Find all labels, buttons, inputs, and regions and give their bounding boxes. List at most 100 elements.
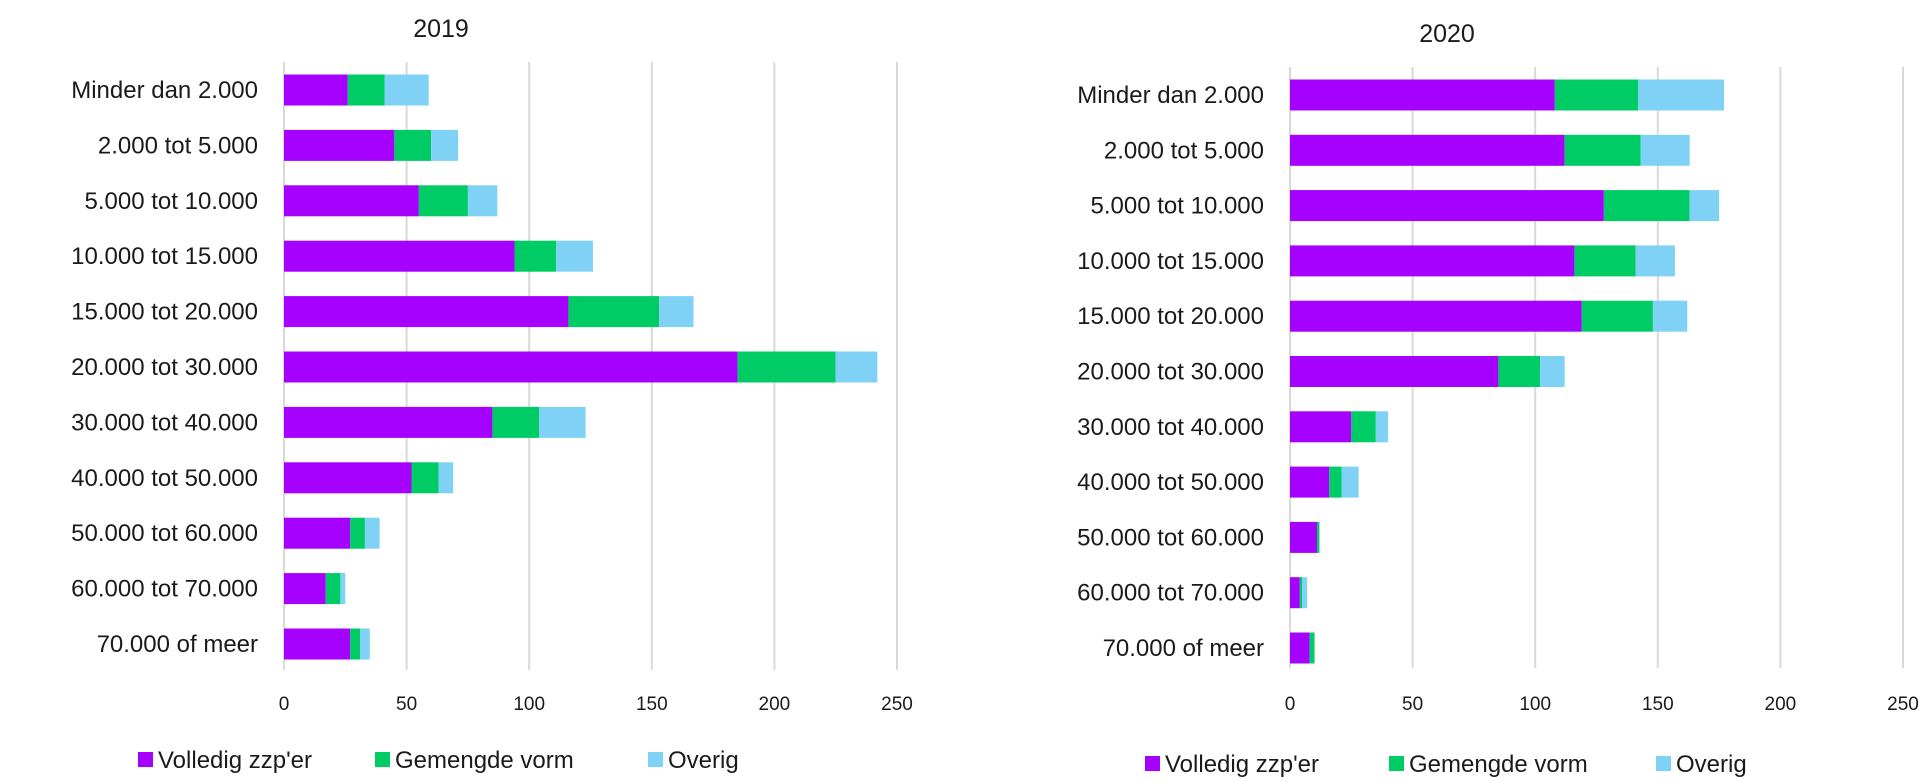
bar-volledig-zzp-er bbox=[284, 240, 515, 272]
bar-gemengde-vorm bbox=[514, 240, 557, 272]
bar-volledig-zzp-er bbox=[284, 628, 351, 660]
bar-gemengde-vorm bbox=[1351, 411, 1376, 443]
x-tick-label: 0 bbox=[1285, 694, 1296, 715]
bar-volledig-zzp-er bbox=[1290, 190, 1604, 222]
bar-overig bbox=[1638, 79, 1725, 111]
x-tick-label: 150 bbox=[636, 694, 668, 715]
bar-overig bbox=[659, 296, 694, 328]
bar-volledig-zzp-er bbox=[1290, 134, 1565, 166]
x-tick-label: 250 bbox=[1887, 694, 1919, 715]
legend-swatch-overig bbox=[1656, 756, 1671, 771]
category-label: 20.000 tot 30.000 bbox=[1077, 359, 1264, 386]
bar-gemengde-vorm bbox=[411, 462, 439, 494]
category-label: Minder dan 2.000 bbox=[1077, 82, 1264, 109]
bar-volledig-zzp-er bbox=[1290, 245, 1575, 277]
bar-volledig-zzp-er bbox=[1290, 466, 1330, 498]
legend-label: Gemengde vorm bbox=[395, 747, 574, 774]
bar-overig bbox=[1540, 356, 1565, 387]
bar-volledig-zzp-er bbox=[1290, 356, 1499, 387]
bar-gemengde-vorm bbox=[350, 517, 365, 549]
bar-gemengde-vorm bbox=[1603, 190, 1690, 222]
category-label: 10.000 tot 15.000 bbox=[71, 243, 258, 270]
category-label: 70.000 of meer bbox=[1103, 635, 1264, 662]
bar-gemengde-vorm bbox=[1299, 577, 1303, 609]
bar-volledig-zzp-er bbox=[284, 351, 738, 383]
category-label: 50.000 tot 60.000 bbox=[1077, 524, 1264, 551]
bar-volledig-zzp-er bbox=[284, 517, 351, 549]
category-label: 5.000 tot 10.000 bbox=[85, 188, 258, 215]
legend-label: Gemengde vorm bbox=[1409, 751, 1588, 778]
bar-volledig-zzp-er bbox=[1290, 411, 1352, 443]
bar-overig bbox=[340, 573, 346, 605]
legend-label: Overig bbox=[668, 747, 739, 774]
bar-gemengde-vorm bbox=[347, 74, 385, 106]
chart-title: 2019 bbox=[413, 15, 469, 43]
legend-swatch-volledig-zzp-er bbox=[1145, 756, 1160, 771]
bar-gemengde-vorm bbox=[1581, 300, 1653, 332]
bar-overig bbox=[360, 628, 370, 660]
bar-overig bbox=[1652, 300, 1688, 332]
bar-volledig-zzp-er bbox=[284, 406, 493, 438]
category-label: 30.000 tot 40.000 bbox=[1077, 414, 1264, 441]
bar-volledig-zzp-er bbox=[1290, 79, 1555, 111]
legend-label: Volledig zzp'er bbox=[158, 747, 312, 774]
bar-gemengde-vorm bbox=[1564, 134, 1641, 166]
bar-overig bbox=[438, 462, 454, 494]
bar-gemengde-vorm bbox=[1309, 632, 1315, 664]
x-tick-label: 250 bbox=[881, 694, 913, 715]
x-tick-label: 50 bbox=[1402, 694, 1423, 715]
bar-gemengde-vorm bbox=[737, 351, 836, 383]
category-label: 10.000 tot 15.000 bbox=[1077, 248, 1264, 275]
bar-gemengde-vorm bbox=[1574, 245, 1636, 277]
bar-overig bbox=[1635, 245, 1675, 277]
bar-volledig-zzp-er bbox=[1290, 521, 1317, 553]
category-label: 20.000 tot 30.000 bbox=[71, 354, 258, 381]
legend-swatch-gemengde-vorm bbox=[375, 752, 390, 767]
x-tick-label: 50 bbox=[396, 694, 417, 715]
bar-overig bbox=[364, 517, 380, 549]
category-label: 40.000 tot 50.000 bbox=[1077, 469, 1264, 496]
bar-overig bbox=[431, 129, 459, 161]
bar-overig bbox=[556, 240, 593, 272]
category-label: 60.000 tot 70.000 bbox=[71, 576, 258, 603]
bar-volledig-zzp-er bbox=[1290, 632, 1310, 664]
bar-gemengde-vorm bbox=[568, 296, 660, 328]
category-label: Minder dan 2.000 bbox=[71, 77, 258, 104]
bar-overig bbox=[1341, 466, 1359, 498]
x-tick-label: 200 bbox=[1765, 694, 1797, 715]
legend-label: Volledig zzp'er bbox=[1165, 751, 1319, 778]
x-tick-label: 100 bbox=[1519, 694, 1551, 715]
bar-overig bbox=[1302, 577, 1308, 609]
x-tick-label: 0 bbox=[279, 694, 290, 715]
bar-overig bbox=[539, 406, 586, 438]
bar-gemengde-vorm bbox=[394, 129, 432, 161]
category-label: 5.000 tot 10.000 bbox=[1091, 193, 1264, 220]
bar-volledig-zzp-er bbox=[284, 74, 348, 106]
bar-overig bbox=[1375, 411, 1389, 443]
bar-gemengde-vorm bbox=[350, 628, 361, 660]
bar-overig bbox=[384, 74, 429, 106]
legend-swatch-gemengde-vorm bbox=[1389, 756, 1404, 771]
legend-swatch-overig bbox=[648, 752, 663, 767]
category-label: 15.000 tot 20.000 bbox=[1077, 303, 1264, 330]
x-tick-label: 100 bbox=[513, 694, 545, 715]
x-tick-label: 150 bbox=[1642, 694, 1674, 715]
bar-overig bbox=[1689, 190, 1720, 222]
category-label: 30.000 tot 40.000 bbox=[71, 409, 258, 436]
category-label: 70.000 of meer bbox=[97, 631, 258, 658]
chart-2020: 2020 0 50 100 150 200 250 Minder dan 2.000 2.000… bbox=[1077, 20, 1919, 778]
bar-overig bbox=[1640, 134, 1690, 166]
bar-volledig-zzp-er bbox=[284, 573, 326, 605]
bar-volledig-zzp-er bbox=[284, 185, 419, 217]
bar-gemengde-vorm bbox=[1498, 356, 1541, 387]
bar-volledig-zzp-er bbox=[284, 296, 569, 328]
category-label: 40.000 tot 50.000 bbox=[71, 465, 258, 492]
bar-volledig-zzp-er bbox=[1290, 300, 1582, 332]
category-label: 60.000 tot 70.000 bbox=[1077, 580, 1264, 607]
bar-overig bbox=[467, 185, 498, 217]
bar-volledig-zzp-er bbox=[284, 129, 395, 161]
chart-2019: 2019 0 50 100 150 200 250 Minder dan 2.000 2.000… bbox=[71, 15, 913, 774]
x-tick-label: 200 bbox=[759, 694, 791, 715]
bar-gemengde-vorm bbox=[1329, 466, 1342, 498]
